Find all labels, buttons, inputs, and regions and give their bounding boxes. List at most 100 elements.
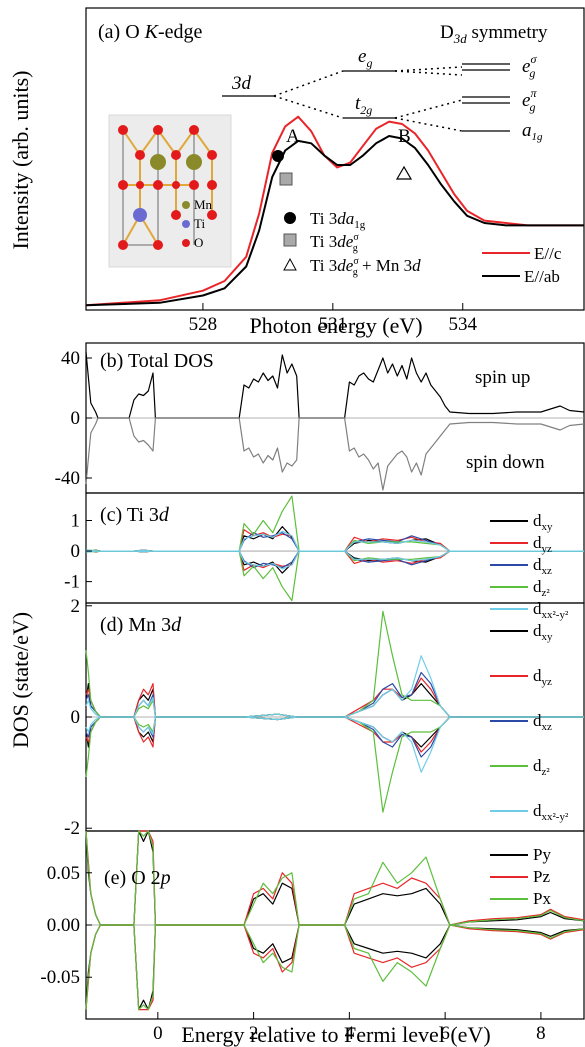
panel-b-yticks: -40 0 40 bbox=[55, 348, 92, 489]
legend-marker1: Ti 3da1g bbox=[310, 209, 366, 231]
ytick-label-e-2: 0.05 bbox=[47, 863, 80, 884]
series-a-e-c bbox=[85, 115, 584, 307]
inset-mn-atom-2 bbox=[186, 154, 202, 170]
legend-label-d-4: dxx²-y² bbox=[533, 801, 569, 823]
split-dots-eg bbox=[394, 66, 463, 72]
panel-d-series bbox=[85, 610, 584, 813]
series-b-spin-up bbox=[85, 351, 585, 419]
legend-circle-icon bbox=[284, 212, 296, 224]
legend-eab: E//ab bbox=[524, 267, 560, 286]
marker-egs-mn bbox=[395, 165, 413, 180]
series-c-dx2-y2 bbox=[85, 530, 584, 552]
xtick-label-a-0: 528 bbox=[189, 314, 218, 335]
series-a-e-ab bbox=[85, 135, 584, 307]
crystal-structure-inset: Mn Ti O bbox=[108, 114, 232, 268]
legend-label-d-1: dyz bbox=[533, 666, 552, 688]
dos-ylabel: DOS (state/eV) bbox=[8, 612, 33, 748]
panel-d-legend: dxy dyz dxz dz² dxx²-y² bbox=[490, 621, 569, 823]
inset-legend-mn: Mn bbox=[194, 197, 213, 212]
inset-legend-o-dot bbox=[182, 239, 190, 247]
series-d-dx2-y2 bbox=[85, 655, 584, 718]
ytick-label-c-1: 0 bbox=[71, 541, 81, 562]
panel-d: -2 0 2 (d) Mn 3d dxy dyz dxz dz² dxx²-y² bbox=[64, 596, 585, 839]
symmetry-label: D3d symmetry bbox=[440, 22, 548, 46]
peak-b-label: B bbox=[398, 126, 411, 147]
level-eg-label: eg bbox=[358, 46, 372, 70]
series-c-dz2-mirror bbox=[85, 550, 584, 602]
series-d-dz2-mirror bbox=[85, 716, 584, 813]
legend-label-d-3: dz² bbox=[533, 756, 550, 778]
panel-a-title: (a) O K-edge bbox=[98, 21, 203, 43]
series-d-dxz bbox=[85, 671, 584, 718]
series-c-dx2-y2-mirror bbox=[85, 550, 584, 570]
xtick-label-e-2: 4 bbox=[345, 1023, 355, 1044]
legend-triangle-icon bbox=[283, 257, 297, 271]
series-d-dyz bbox=[85, 677, 584, 718]
ytick-label-e-1: 0.00 bbox=[47, 915, 80, 936]
panel-e-title: (e) O 2p bbox=[104, 867, 171, 889]
inset-legend-ti: Ti bbox=[194, 216, 205, 231]
xtick-label-a-1: 531 bbox=[319, 314, 348, 335]
inset-legend-ti-dot bbox=[182, 220, 190, 228]
legend-label-c-0: dxy bbox=[533, 511, 553, 533]
legend-label-d-0: dxy bbox=[533, 621, 553, 643]
legend-square-icon bbox=[283, 233, 297, 247]
legend-ec: E//c bbox=[534, 244, 562, 263]
panel-c-series bbox=[85, 495, 584, 602]
series-c-dxz bbox=[85, 532, 584, 552]
legend-label-c-1: dyz bbox=[533, 533, 552, 555]
level-t2g-label: t2g bbox=[355, 93, 372, 117]
inset-mn-atom-1 bbox=[150, 154, 166, 170]
split-dots-up bbox=[273, 70, 344, 97]
series-e-pz-mirror bbox=[85, 924, 585, 1011]
spin-down-label: spin down bbox=[466, 452, 545, 473]
legend-marker2: Ti 3deσ g bbox=[310, 232, 359, 254]
ytick-label-c-2: 1 bbox=[71, 511, 81, 532]
legend-label-c-4: dxx²-y² bbox=[533, 599, 569, 621]
level-egs-label: eσ g bbox=[522, 52, 537, 80]
panel-c-title: (c) Ti 3d bbox=[100, 504, 170, 526]
marker-egs bbox=[279, 172, 293, 186]
xtick-label-e-1: 2 bbox=[249, 1023, 259, 1044]
panel-a-xlabel: Photon energy (eV) bbox=[249, 313, 422, 338]
panel-a-frame bbox=[85, 7, 585, 311]
ytick-label-d-2: 2 bbox=[71, 596, 81, 617]
panel-e-yticks: -0.05 0.00 0.05 bbox=[40, 863, 92, 988]
legend-label-e-0: Py bbox=[533, 845, 551, 864]
level-a1g-label: a1g bbox=[522, 120, 543, 143]
panel-a-series bbox=[85, 115, 584, 307]
panel-b-series bbox=[85, 351, 585, 491]
legend-label-e-1: Pz bbox=[533, 867, 550, 886]
peak-a-label: A bbox=[286, 126, 300, 147]
level-3d-label: 3d bbox=[231, 73, 252, 94]
xtick-label-e-3: 6 bbox=[440, 1023, 450, 1044]
inset-ti-atom bbox=[133, 208, 147, 222]
legend-label-d-2: dxz bbox=[533, 711, 552, 733]
split-dots-down bbox=[273, 95, 344, 119]
panel-e-xticks: 0 2 4 6 8 bbox=[153, 1012, 546, 1044]
panel-b-title: (b) Total DOS bbox=[100, 350, 214, 372]
panel-b: -40 0 40 (b) Total DOS spin up spin down bbox=[55, 342, 585, 494]
xtick-label-a-2: 534 bbox=[448, 314, 477, 335]
ytick-label-b-0: -40 bbox=[55, 468, 80, 489]
ytick-label-c-0: -1 bbox=[64, 572, 80, 593]
ytick-label-d-0: -2 bbox=[64, 818, 80, 839]
panel-a-xticks: 528 531 534 bbox=[189, 303, 477, 335]
ytick-label-e-0: -0.05 bbox=[40, 967, 80, 988]
level-egp-label: eπ g bbox=[522, 86, 537, 114]
series-c-dyz-mirror bbox=[85, 550, 584, 571]
panel-c-yticks: -1 0 1 bbox=[64, 511, 92, 593]
legend-label-c-3: dz² bbox=[533, 577, 550, 599]
series-d-dyz-mirror bbox=[85, 716, 584, 753]
series-b-spin-down bbox=[85, 417, 585, 491]
series-e-py-mirror bbox=[85, 924, 585, 1011]
ytick-label-b-2: 40 bbox=[61, 348, 80, 369]
series-e-px bbox=[85, 830, 585, 926]
panel-e-legend: Py Pz Px bbox=[490, 845, 551, 908]
inset-o-atoms bbox=[118, 125, 217, 250]
legend-label-c-2: dxz bbox=[533, 555, 552, 577]
legend-marker3: Ti 3deσ g + Mn 3d bbox=[310, 256, 421, 278]
inset-legend-mn-dot bbox=[182, 201, 190, 209]
xtick-label-e-0: 0 bbox=[153, 1023, 163, 1044]
